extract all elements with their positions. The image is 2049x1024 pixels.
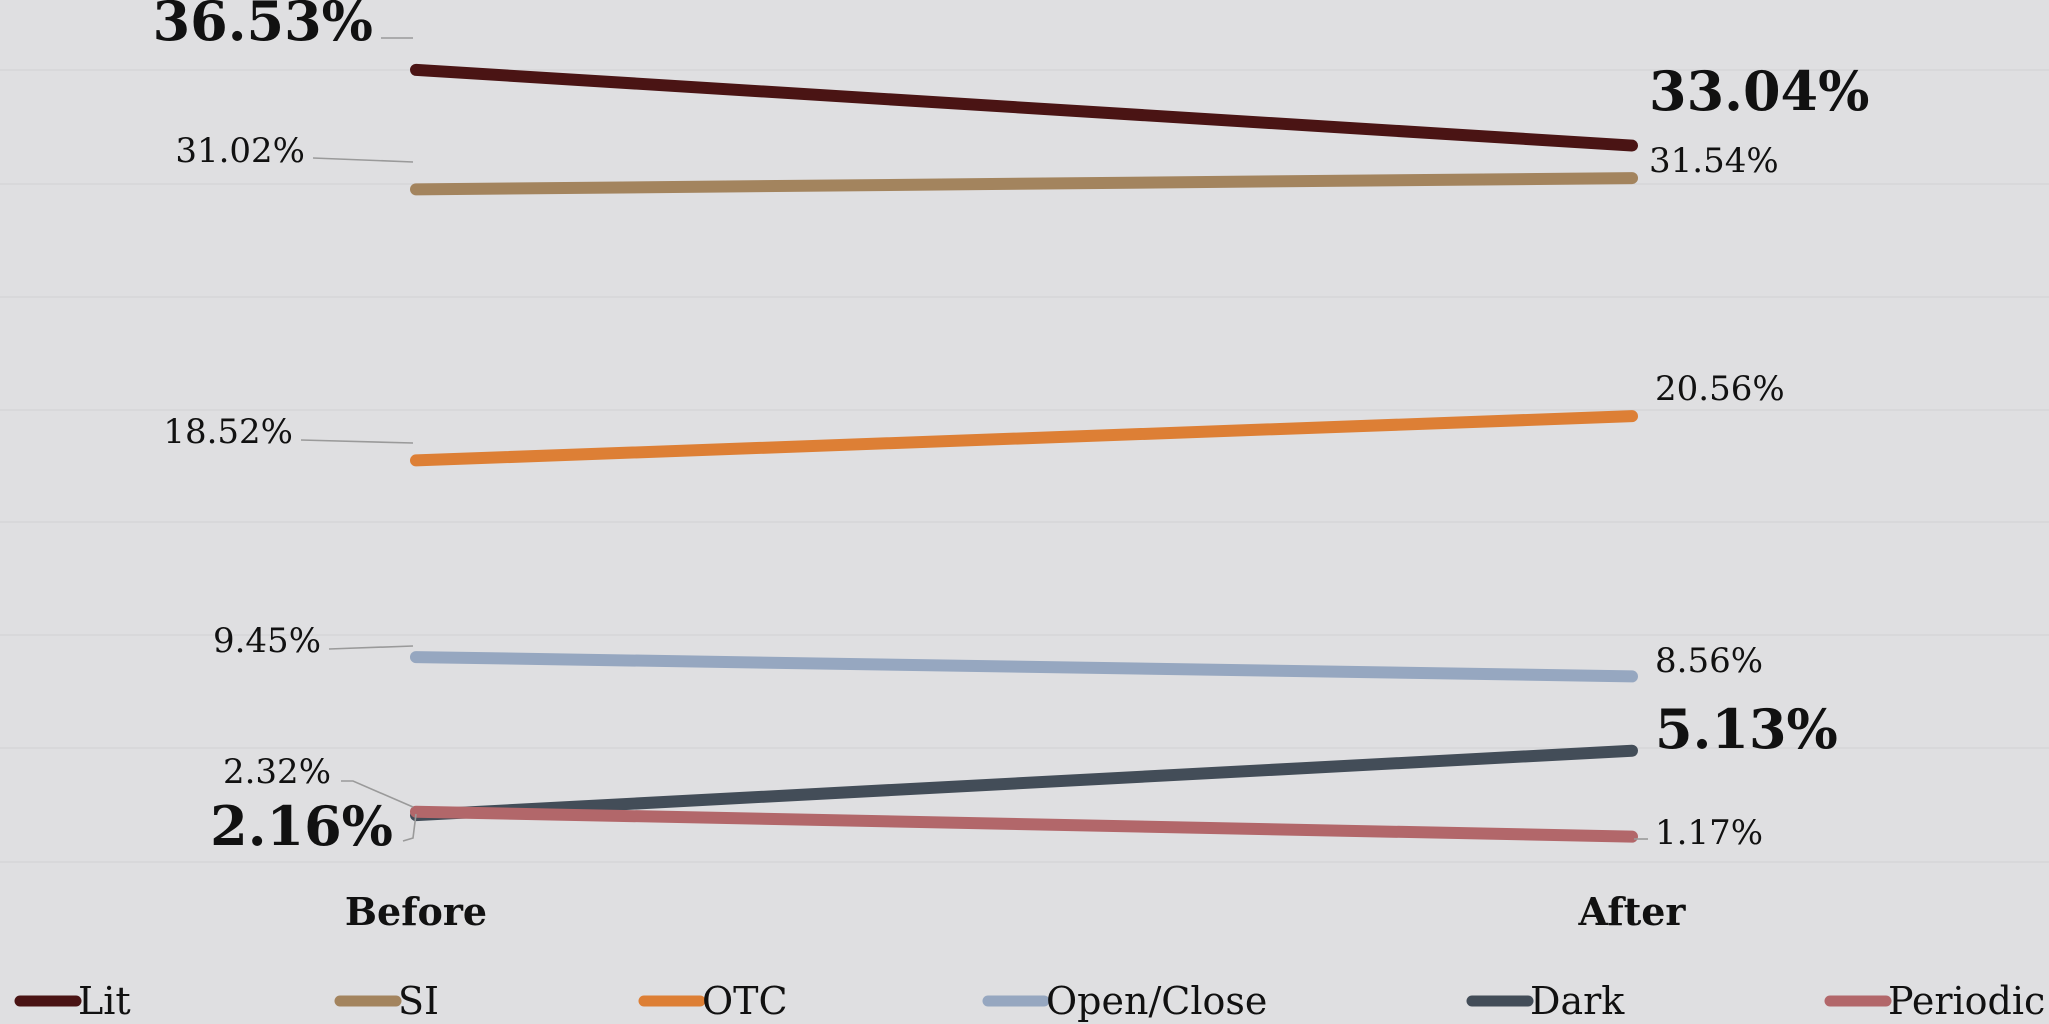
legend-item-si: SI	[334, 979, 439, 1023]
data-labels: 36.53% 33.04% 31.02% 31.54% 18.52% 20.56% 9.45…	[153, 0, 1870, 858]
series-lines	[410, 63, 1638, 843]
data-label-open-close-before: 9.45%	[213, 621, 321, 661]
series-line-lit	[410, 63, 1638, 152]
legend-item-periodic: Periodic	[1824, 979, 2045, 1023]
leader-line-periodic-before	[341, 780, 414, 808]
category-label-after: After	[1578, 889, 1687, 934]
series-line-otc	[410, 410, 1638, 467]
legend-item-otc: OTC	[638, 979, 788, 1023]
data-label-lit-before: 36.53%	[153, 0, 373, 53]
legend-label-periodic: Periodic	[1888, 979, 2045, 1023]
legend-item-dark: Dark	[1466, 979, 1625, 1023]
series-line-si	[410, 172, 1638, 196]
data-label-si-before: 31.02%	[175, 131, 305, 171]
legend-item-lit: Lit	[14, 979, 131, 1023]
gridlines	[0, 69, 2049, 863]
series-line-open-close	[410, 651, 1638, 683]
data-label-otc-before: 18.52%	[163, 412, 293, 452]
legend-label-otc: OTC	[702, 979, 788, 1023]
legend: Lit SI OTC Open/Close Dark Periodic	[14, 979, 2045, 1023]
data-label-si-after: 31.54%	[1649, 141, 1779, 181]
data-label-otc-after: 20.56%	[1655, 369, 1785, 409]
series-line-dark	[410, 744, 1638, 822]
series-line-periodic	[410, 805, 1638, 843]
leader-line-open-close-before	[328, 645, 414, 650]
leader-line-dark-before	[402, 813, 417, 842]
data-label-periodic-before: 2.32%	[223, 752, 331, 792]
leader-line-si-before	[312, 157, 414, 163]
label-leader-lines	[300, 37, 1648, 842]
legend-label-open-close: Open/Close	[1046, 979, 1267, 1023]
category-label-before: Before	[345, 889, 487, 934]
data-label-open-close-after: 8.56%	[1655, 641, 1763, 681]
legend-label-dark: Dark	[1530, 979, 1625, 1023]
data-label-lit-after: 33.04%	[1649, 59, 1869, 123]
legend-label-lit: Lit	[78, 979, 131, 1023]
x-axis-categories: Before After	[345, 889, 1687, 934]
legend-item-open-close: Open/Close	[982, 979, 1267, 1023]
data-label-periodic-after: 1.17%	[1655, 813, 1763, 853]
leader-line-otc-before	[300, 439, 414, 444]
data-label-dark-before: 2.16%	[210, 794, 393, 858]
legend-label-si: SI	[398, 979, 439, 1023]
data-label-dark-after: 5.13%	[1655, 697, 1838, 761]
